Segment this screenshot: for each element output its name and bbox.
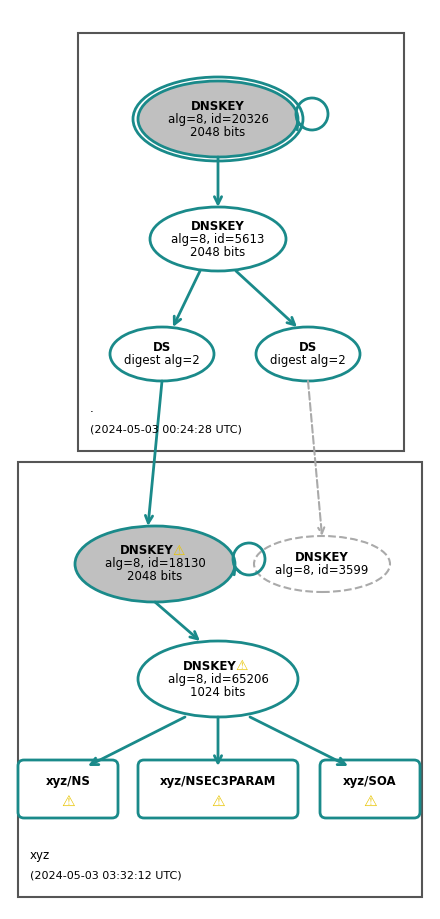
Text: 2048 bits: 2048 bits — [127, 571, 183, 584]
Ellipse shape — [150, 207, 286, 271]
Text: alg=8, id=65206: alg=8, id=65206 — [168, 673, 268, 686]
Text: (2024-05-03 00:24:28 UTC): (2024-05-03 00:24:28 UTC) — [90, 424, 242, 434]
Text: DNSKEY: DNSKEY — [295, 551, 349, 564]
Text: ⚠: ⚠ — [236, 659, 248, 673]
Text: 2048 bits: 2048 bits — [191, 126, 246, 139]
Text: DNSKEY: DNSKEY — [183, 660, 237, 673]
Text: ⚠: ⚠ — [173, 544, 185, 558]
Ellipse shape — [256, 327, 360, 381]
Ellipse shape — [138, 81, 298, 157]
Text: (2024-05-03 03:32:12 UTC): (2024-05-03 03:32:12 UTC) — [30, 870, 182, 880]
Text: ⚠: ⚠ — [61, 793, 75, 809]
Text: alg=8, id=20326: alg=8, id=20326 — [168, 112, 268, 126]
Text: 1024 bits: 1024 bits — [191, 686, 246, 698]
Ellipse shape — [138, 641, 298, 717]
Text: DNSKEY: DNSKEY — [191, 220, 245, 233]
Text: digest alg=2: digest alg=2 — [270, 354, 346, 367]
Text: xyz/NS: xyz/NS — [46, 775, 91, 788]
Text: DS: DS — [153, 341, 171, 354]
Text: DS: DS — [299, 341, 317, 354]
Ellipse shape — [75, 526, 235, 602]
FancyBboxPatch shape — [78, 33, 404, 451]
Text: alg=8, id=18130: alg=8, id=18130 — [105, 558, 205, 571]
Text: 2048 bits: 2048 bits — [191, 245, 246, 258]
Text: DNSKEY: DNSKEY — [120, 544, 174, 558]
Ellipse shape — [110, 327, 214, 381]
FancyBboxPatch shape — [18, 462, 422, 897]
FancyBboxPatch shape — [18, 760, 118, 818]
FancyBboxPatch shape — [138, 760, 298, 818]
Text: digest alg=2: digest alg=2 — [124, 354, 200, 367]
Text: .: . — [90, 403, 94, 415]
Text: alg=8, id=5613: alg=8, id=5613 — [171, 233, 265, 245]
Text: ⚠: ⚠ — [363, 793, 377, 809]
Text: DNSKEY: DNSKEY — [191, 99, 245, 112]
FancyBboxPatch shape — [320, 760, 420, 818]
Text: alg=8, id=3599: alg=8, id=3599 — [275, 564, 369, 577]
Text: xyz: xyz — [30, 848, 50, 861]
Text: xyz/NSEC3PARAM: xyz/NSEC3PARAM — [160, 775, 276, 788]
Ellipse shape — [254, 536, 390, 592]
Text: ⚠: ⚠ — [211, 793, 225, 809]
Text: xyz/SOA: xyz/SOA — [343, 775, 397, 788]
